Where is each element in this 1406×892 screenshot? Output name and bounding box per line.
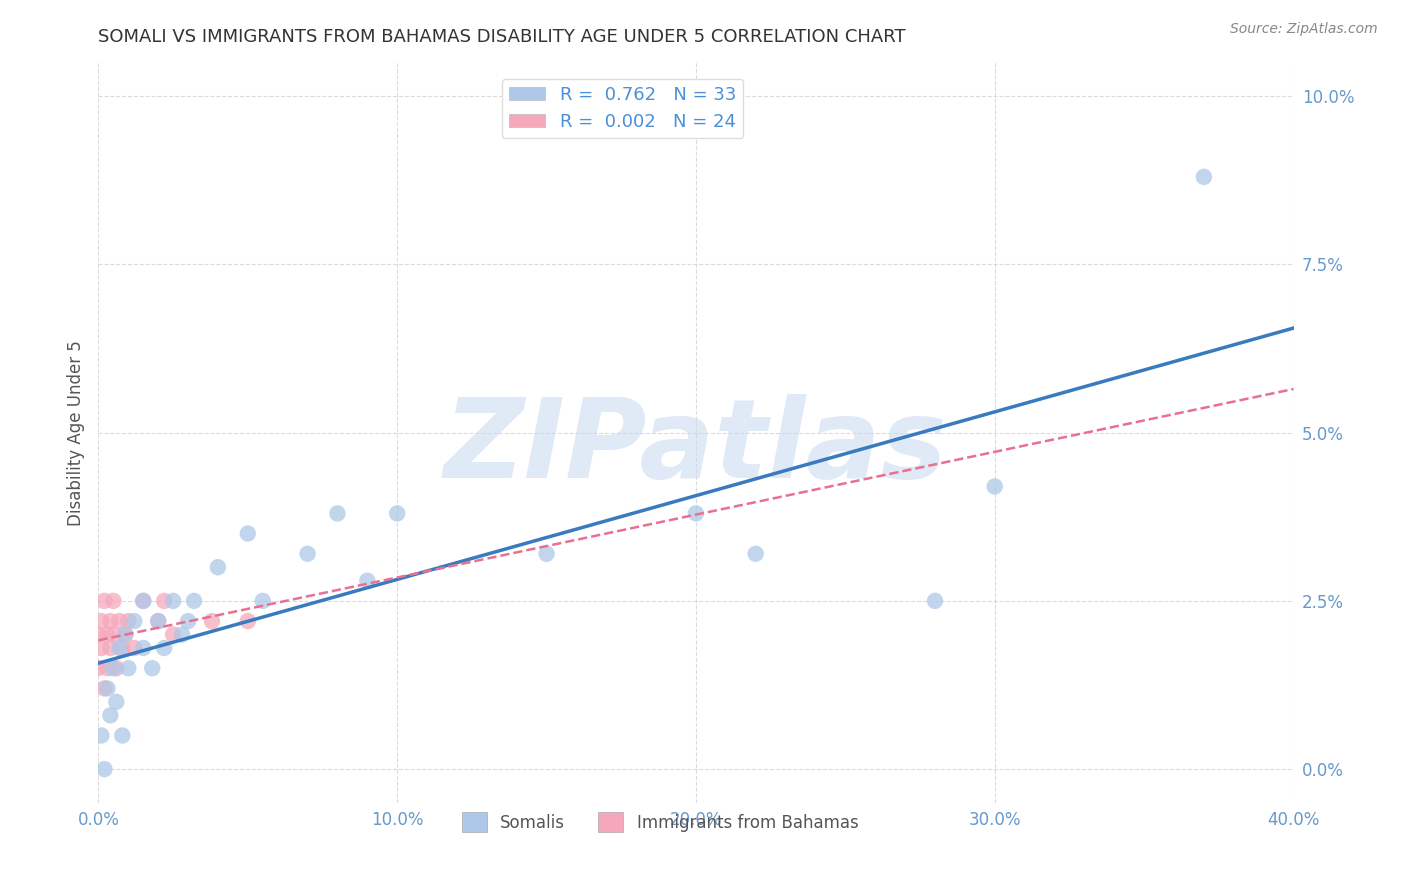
Legend: Somalis, Immigrants from Bahamas: Somalis, Immigrants from Bahamas bbox=[456, 805, 865, 838]
Point bbox=[124, 614, 146, 628]
Point bbox=[90, 640, 112, 655]
Point bbox=[105, 695, 128, 709]
Point bbox=[236, 614, 259, 628]
Point bbox=[105, 661, 128, 675]
Point bbox=[1192, 169, 1215, 184]
Y-axis label: Disability Age Under 5: Disability Age Under 5 bbox=[66, 340, 84, 525]
Point bbox=[148, 614, 170, 628]
Point bbox=[114, 627, 136, 641]
Point bbox=[98, 708, 122, 723]
Point bbox=[98, 640, 122, 655]
Point bbox=[132, 594, 155, 608]
Point bbox=[201, 614, 224, 628]
Point bbox=[103, 627, 125, 641]
Point bbox=[162, 627, 184, 641]
Point bbox=[124, 640, 146, 655]
Text: ZIPatlas: ZIPatlas bbox=[444, 394, 948, 501]
Point bbox=[117, 614, 139, 628]
Point bbox=[114, 627, 136, 641]
Point bbox=[172, 627, 194, 641]
Point bbox=[924, 594, 946, 608]
Point bbox=[93, 681, 115, 696]
Point bbox=[745, 547, 768, 561]
Point bbox=[685, 507, 707, 521]
Point bbox=[141, 661, 163, 675]
Text: SOMALI VS IMMIGRANTS FROM BAHAMAS DISABILITY AGE UNDER 5 CORRELATION CHART: SOMALI VS IMMIGRANTS FROM BAHAMAS DISABI… bbox=[98, 28, 905, 45]
Point bbox=[177, 614, 200, 628]
Point bbox=[90, 729, 112, 743]
Point bbox=[162, 594, 184, 608]
Point bbox=[90, 614, 112, 628]
Point bbox=[385, 507, 409, 521]
Point bbox=[356, 574, 378, 588]
Point bbox=[93, 594, 115, 608]
Point bbox=[96, 681, 118, 696]
Point bbox=[183, 594, 205, 608]
Point bbox=[236, 526, 259, 541]
Text: Source: ZipAtlas.com: Source: ZipAtlas.com bbox=[1230, 22, 1378, 37]
Point bbox=[108, 640, 131, 655]
Point bbox=[96, 661, 118, 675]
Point bbox=[153, 640, 176, 655]
Point bbox=[111, 729, 134, 743]
Point bbox=[103, 661, 125, 675]
Point bbox=[98, 614, 122, 628]
Point bbox=[132, 594, 155, 608]
Point bbox=[87, 661, 110, 675]
Point bbox=[536, 547, 558, 561]
Point bbox=[132, 640, 155, 655]
Point bbox=[148, 614, 170, 628]
Point bbox=[326, 507, 349, 521]
Point bbox=[93, 762, 115, 776]
Point bbox=[111, 640, 134, 655]
Point bbox=[103, 594, 125, 608]
Point bbox=[87, 627, 110, 641]
Point bbox=[108, 614, 131, 628]
Point bbox=[207, 560, 229, 574]
Point bbox=[252, 594, 274, 608]
Point bbox=[984, 479, 1007, 493]
Point bbox=[117, 661, 139, 675]
Point bbox=[153, 594, 176, 608]
Point bbox=[297, 547, 319, 561]
Point bbox=[96, 627, 118, 641]
